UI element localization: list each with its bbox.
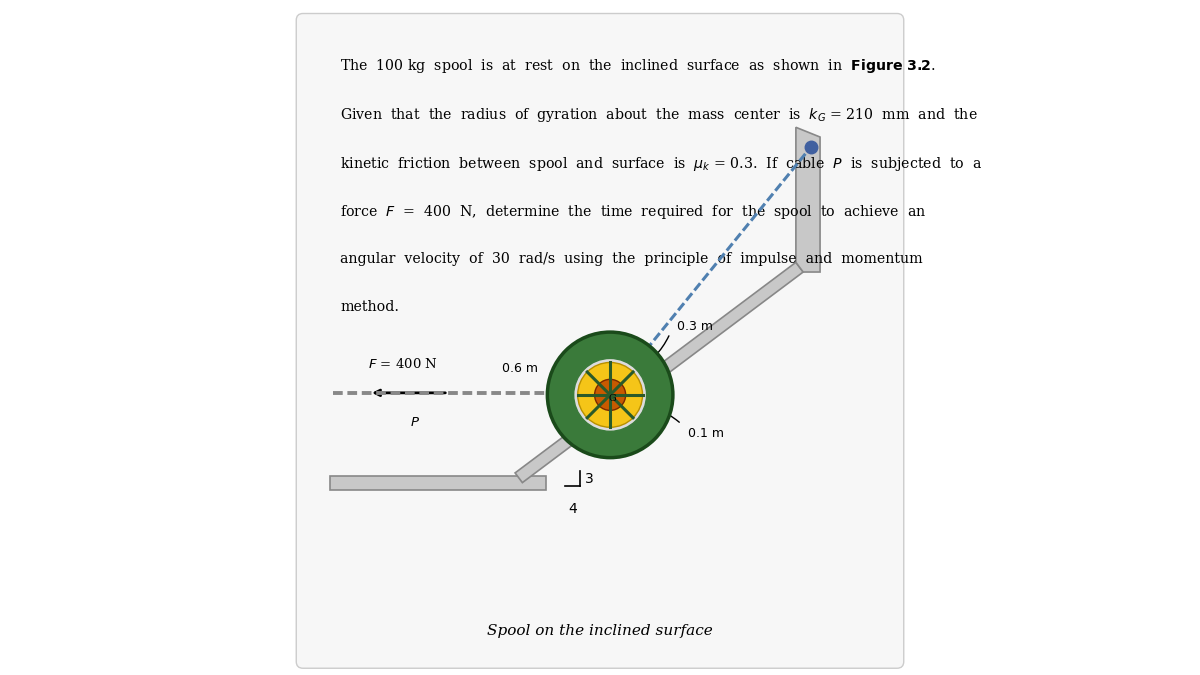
- Text: G: G: [608, 394, 617, 403]
- Text: angular  velocity  of  30  rad/s  using  the  principle  of  impulse  and  momen: angular velocity of 30 rad/s using the p…: [340, 252, 923, 266]
- Text: $P$: $P$: [410, 416, 420, 429]
- Text: 0.6 m: 0.6 m: [502, 362, 538, 375]
- Circle shape: [577, 362, 642, 427]
- Text: 0.1 m: 0.1 m: [688, 427, 724, 440]
- Polygon shape: [796, 128, 820, 272]
- Polygon shape: [515, 263, 803, 483]
- Text: 4: 4: [568, 502, 577, 516]
- Polygon shape: [330, 476, 546, 491]
- FancyBboxPatch shape: [296, 14, 904, 668]
- Circle shape: [595, 379, 625, 410]
- Text: The  100 kg  spool  is  at  rest  on  the  inclined  surface  as  shown  in  $\m: The 100 kg spool is at rest on the incli…: [340, 57, 936, 76]
- Text: kinetic  friction  between  spool  and  surface  is  $\mu_k$ = 0.3.  If  cable  : kinetic friction between spool and surfa…: [340, 155, 983, 173]
- Text: Spool on the inclined surface: Spool on the inclined surface: [487, 624, 713, 638]
- Text: $F$ = 400 N: $F$ = 400 N: [368, 357, 438, 371]
- Text: method.: method.: [340, 300, 400, 315]
- Circle shape: [547, 332, 673, 458]
- Text: 0.3 m: 0.3 m: [677, 321, 713, 333]
- Circle shape: [574, 358, 647, 431]
- Text: Given  that  the  radius  of  gyration  about  the  mass  center  is  $k_G$ = 21: Given that the radius of gyration about …: [340, 106, 978, 124]
- Text: force  $F$  =  400  N,  determine  the  time  required  for  the  spool  to  ach: force $F$ = 400 N, determine the time re…: [340, 203, 926, 221]
- Text: 3: 3: [586, 472, 594, 485]
